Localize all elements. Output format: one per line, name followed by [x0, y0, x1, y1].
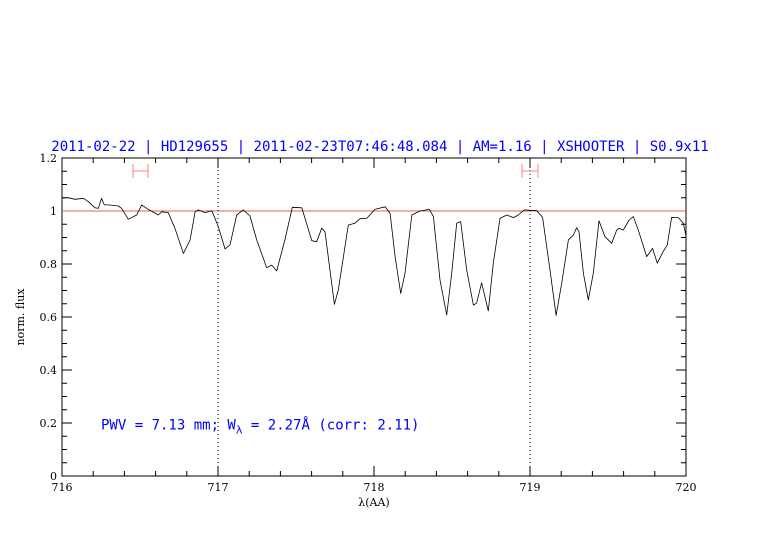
annotation-prefix: PWV = 7.13 mm; W — [101, 418, 236, 434]
x-tick-label: 718 — [364, 481, 385, 494]
x-tick-label: 720 — [676, 481, 697, 494]
error-bar-marker — [132, 163, 149, 178]
error-bar-marker — [521, 163, 539, 178]
pwv-annotation: PWV = 7.13 mm; Wλ = 2.27Å (corr: 2.11) — [101, 417, 420, 437]
chart-title: 2011-02-22 | HD129655 | 2011-02-23T07:46… — [51, 139, 708, 155]
y-tick-label: 0 — [50, 470, 57, 483]
y-tick-label: 0.4 — [40, 364, 58, 377]
y-tick-label: 1 — [50, 205, 57, 218]
y-tick-label: 0.8 — [40, 258, 58, 271]
spectrum-line — [61, 197, 687, 316]
x-tick-label: 717 — [208, 481, 229, 494]
x-axis-label: λ(AA) — [358, 496, 389, 509]
y-tick-label: 1.2 — [40, 152, 58, 165]
y-tick-label: 0.6 — [40, 311, 58, 324]
x-tick-label: 716 — [52, 481, 73, 494]
annotation-subscript: λ — [236, 424, 243, 437]
y-tick-label: 0.2 — [40, 417, 58, 430]
annotation-suffix: = 2.27Å (corr: 2.11) — [242, 417, 419, 434]
y-axis-label: norm. flux — [14, 288, 27, 346]
x-tick-label: 719 — [520, 481, 541, 494]
